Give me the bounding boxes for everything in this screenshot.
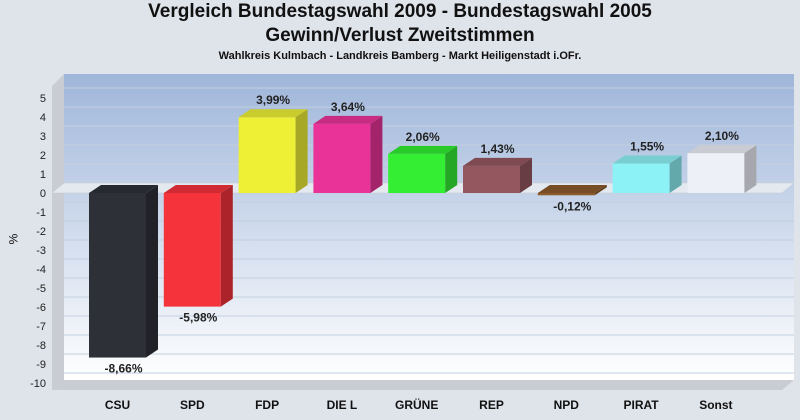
data-label: 1,55% bbox=[630, 140, 664, 154]
y-axis: 5 4 3 2 1 0 -1 -2 -3 -4 -5 -6 -7 -8 -9 -10 bbox=[30, 93, 46, 390]
bar-side bbox=[594, 185, 607, 196]
bar-sonst: 2,10% bbox=[687, 129, 757, 193]
bar-side bbox=[220, 185, 233, 307]
bar-front bbox=[687, 153, 745, 193]
y-tick-label: 2 bbox=[40, 150, 46, 162]
chart-subtitle: Wahlkreis Kulmbach - Landkreis Bamberg -… bbox=[218, 50, 582, 62]
bar-spd: -5,98% bbox=[163, 185, 233, 325]
bar-top bbox=[238, 109, 308, 118]
plot-floor bbox=[52, 380, 794, 390]
y-axis-label: % bbox=[6, 233, 21, 245]
y-tick-label: 0 bbox=[40, 188, 46, 200]
bar-front bbox=[388, 153, 446, 193]
y-tick-label: -9 bbox=[36, 359, 46, 371]
y-tick-label: -2 bbox=[36, 226, 46, 238]
y-tick-label: 5 bbox=[40, 93, 46, 105]
data-label: 2,10% bbox=[705, 129, 739, 143]
bar-front bbox=[163, 193, 221, 307]
bar-front bbox=[463, 165, 520, 193]
y-tick-label: 3 bbox=[40, 131, 46, 143]
x-tick-label: REP bbox=[479, 398, 504, 412]
plot-left-wall bbox=[52, 74, 64, 390]
bar-top bbox=[612, 155, 682, 164]
y-tick-label: -3 bbox=[36, 245, 46, 257]
x-tick-label: FDP bbox=[255, 398, 279, 412]
x-tick-label: SPD bbox=[180, 398, 205, 412]
x-tick-label: CSU bbox=[105, 398, 130, 412]
x-tick-label: GRÜNE bbox=[395, 397, 438, 412]
data-label: 1,43% bbox=[480, 142, 514, 156]
bars: -8,66% -5,98% 3,99% 3,64% 2,06% 1,43% -0,12% 1,… bbox=[89, 93, 757, 376]
y-tick-label: 1 bbox=[40, 169, 46, 181]
y-tick-label: -7 bbox=[36, 321, 46, 333]
bar-rep: 1,43% bbox=[463, 142, 532, 193]
bar-die-l: 3,64% bbox=[313, 100, 383, 193]
x-tick-label: PIRAT bbox=[624, 398, 660, 412]
bar-npd: -0,12% bbox=[537, 185, 607, 213]
y-tick-label: 4 bbox=[40, 112, 46, 124]
y-tick-label: -5 bbox=[36, 283, 46, 295]
bar-gr-ne: 2,06% bbox=[388, 130, 458, 193]
bar-front bbox=[537, 193, 595, 196]
x-tick-label: NPD bbox=[554, 398, 580, 412]
y-tick-label: -8 bbox=[36, 340, 46, 352]
data-label: 2,06% bbox=[406, 130, 440, 144]
bar-top bbox=[463, 157, 532, 166]
data-label: 3,64% bbox=[331, 100, 365, 114]
y-tick-label: -6 bbox=[36, 302, 46, 314]
bar-top bbox=[163, 185, 233, 193]
bar-pirat: 1,55% bbox=[612, 140, 682, 193]
y-tick-label: -4 bbox=[36, 264, 46, 276]
data-label: -8,66% bbox=[104, 362, 142, 376]
chart-title-line-2: Gewinn/Verlust Zweitstimmen bbox=[265, 25, 535, 46]
bar-side bbox=[146, 185, 158, 358]
bar-side bbox=[445, 145, 458, 193]
x-tick-label: DIE L bbox=[327, 398, 358, 412]
bar-top bbox=[687, 145, 757, 154]
chart-header: Vergleich Bundestagswahl 2009 - Bundesta… bbox=[0, 0, 800, 62]
y-tick-label: -10 bbox=[30, 378, 46, 390]
data-label: -5,98% bbox=[179, 311, 217, 325]
data-label: -0,12% bbox=[553, 199, 591, 213]
bar-top bbox=[89, 185, 158, 193]
x-axis: CSU SPD FDP DIE L GRÜNE REP NPD PIRAT Sonst bbox=[105, 397, 733, 412]
data-label: 3,99% bbox=[256, 93, 290, 107]
bar-side bbox=[744, 145, 757, 193]
bar-top bbox=[388, 145, 458, 154]
bar-side bbox=[669, 155, 682, 193]
bar-front bbox=[238, 117, 296, 193]
y-tick-label: -1 bbox=[36, 207, 46, 219]
x-tick-label: Sonst bbox=[699, 398, 732, 412]
bar-front bbox=[89, 193, 146, 358]
bar-fdp: 3,99% bbox=[238, 93, 308, 193]
bar-side bbox=[370, 115, 383, 193]
bar-csu: -8,66% bbox=[89, 185, 158, 376]
bar-side bbox=[295, 109, 308, 193]
chart-title-line-1: Vergleich Bundestagswahl 2009 - Bundesta… bbox=[148, 1, 652, 22]
bar-side bbox=[520, 157, 532, 193]
bar-front bbox=[313, 123, 371, 193]
bar-front bbox=[612, 163, 670, 193]
bar-top bbox=[537, 185, 607, 193]
bar-top bbox=[313, 115, 383, 124]
